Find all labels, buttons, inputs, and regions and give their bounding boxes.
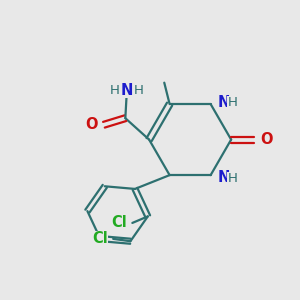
Text: H: H bbox=[110, 84, 120, 97]
Text: O: O bbox=[260, 132, 273, 147]
Text: H: H bbox=[134, 84, 143, 97]
Text: N: N bbox=[217, 170, 230, 185]
Text: Cl: Cl bbox=[111, 215, 127, 230]
Text: H: H bbox=[227, 172, 237, 184]
Text: H: H bbox=[227, 96, 237, 109]
Text: O: O bbox=[85, 117, 98, 132]
Text: Cl: Cl bbox=[92, 231, 108, 246]
Text: N: N bbox=[120, 83, 133, 98]
Text: N: N bbox=[217, 95, 230, 110]
